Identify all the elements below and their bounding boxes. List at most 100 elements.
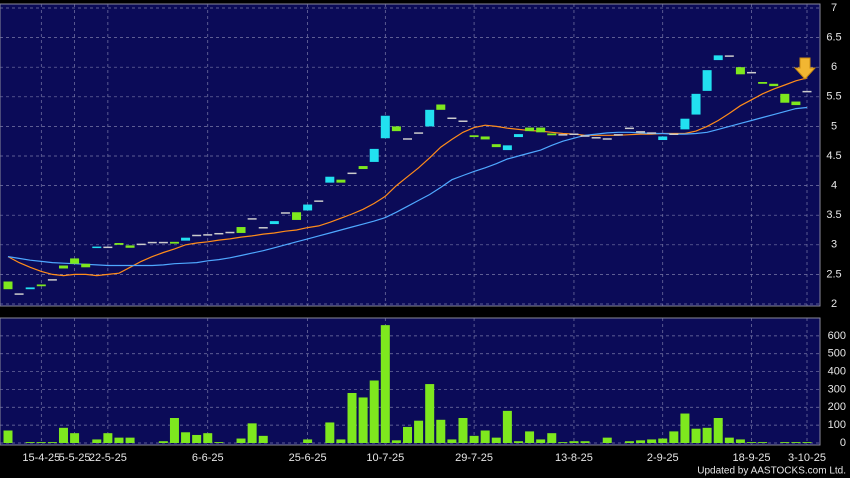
candle-body <box>702 70 712 91</box>
volume-bar <box>125 437 135 443</box>
volume-bar <box>480 430 490 443</box>
candle-body <box>236 227 246 233</box>
volume-bar <box>436 419 446 443</box>
candle-body <box>25 287 35 290</box>
candle-body <box>525 127 535 132</box>
volume-bar <box>491 437 501 443</box>
volume-bar <box>536 439 546 443</box>
volume-bar <box>702 427 712 443</box>
volume-bar <box>602 437 612 443</box>
candle-body <box>414 132 424 134</box>
volume-tick-label: 500 <box>828 348 846 360</box>
volume-bar <box>158 441 168 443</box>
volume-bar <box>758 442 768 443</box>
x-tick-label: 18-9-25 <box>733 452 771 464</box>
volume-bar <box>414 420 424 443</box>
volume-bar <box>36 442 46 443</box>
volume-bar <box>25 442 35 443</box>
x-tick-label: 10-7-25 <box>366 452 404 464</box>
volume-bar <box>569 441 579 443</box>
candle-body <box>391 126 401 132</box>
volume-bar <box>391 440 401 443</box>
candle-body <box>181 237 191 241</box>
arrow-marker <box>793 57 817 80</box>
candle-body <box>214 232 224 235</box>
candle-body <box>791 101 801 106</box>
candle-body <box>14 293 24 295</box>
candle-body <box>169 241 179 244</box>
volume-bar <box>325 422 335 443</box>
candle-body <box>358 166 368 170</box>
candle-body <box>436 104 446 110</box>
y-tick-label: 6.5 <box>826 32 841 44</box>
volume-bar <box>502 410 512 443</box>
candle-body <box>647 132 657 134</box>
candle-body <box>780 93 790 103</box>
candle-body <box>658 136 668 141</box>
volume-bar <box>724 437 734 443</box>
volume-panel <box>0 317 821 446</box>
candle-body <box>713 55 723 61</box>
candle-body <box>591 137 601 139</box>
volume-bar <box>447 439 457 443</box>
y-tick-label: 2.5 <box>826 268 841 280</box>
volume-bar <box>3 430 13 443</box>
volume-bar <box>58 427 68 443</box>
volume-bar <box>636 440 646 443</box>
candle-body <box>480 136 490 140</box>
x-tick-label: 3-10-25 <box>788 452 826 464</box>
volume-bar <box>580 441 590 443</box>
candle-body <box>536 127 546 133</box>
y-tick-label: 3.5 <box>826 209 841 221</box>
candle-body <box>92 246 102 249</box>
volume-bar <box>513 441 523 443</box>
candle-body <box>724 55 734 57</box>
candle-body <box>58 265 68 269</box>
volume-bar <box>247 423 257 443</box>
volume-bar <box>203 433 213 443</box>
volume-tick-label: 100 <box>828 419 846 431</box>
x-tick-label: 15-4-25 <box>22 452 60 464</box>
candle-body <box>158 241 168 244</box>
volume-bar <box>369 380 379 443</box>
volume-bar <box>103 433 113 443</box>
volume-bar <box>780 442 790 443</box>
volume-bar <box>691 428 701 443</box>
volume-bar <box>258 435 268 443</box>
candle-body <box>192 234 202 237</box>
price-panel <box>0 3 821 307</box>
candle-body <box>225 231 235 234</box>
volume-bar <box>70 433 80 443</box>
candle-body <box>624 127 634 130</box>
candle-body <box>70 258 80 264</box>
volume-bar <box>169 418 179 443</box>
candle-body <box>547 133 557 136</box>
candle-body <box>491 144 501 148</box>
volume-bar <box>458 418 468 443</box>
volume-bar <box>624 441 634 443</box>
volume-bar <box>358 397 368 443</box>
candle-body <box>369 148 379 162</box>
candle-body <box>602 138 612 140</box>
volume-bar <box>558 442 568 443</box>
x-tick-label: 5-5-25 <box>59 452 91 464</box>
y-tick-label: 7 <box>831 2 837 14</box>
volume-tick-label: 0 <box>840 437 846 449</box>
x-tick-label: 22-5-25 <box>89 452 127 464</box>
x-tick-label: 2-9-25 <box>647 452 679 464</box>
candle-body <box>691 93 701 115</box>
volume-bar <box>347 393 357 443</box>
volume-bar <box>92 439 102 443</box>
candle-body <box>513 134 523 138</box>
candle-body <box>802 90 812 93</box>
candle-body <box>314 200 324 202</box>
x-tick-label: 13-8-25 <box>555 452 593 464</box>
candle-body <box>458 120 468 122</box>
volume-bar <box>236 438 246 443</box>
y-tick-label: 4.5 <box>826 150 841 162</box>
x-tick-label: 25-6-25 <box>289 452 327 464</box>
y-tick-label: 2 <box>831 298 837 310</box>
volume-bar <box>647 439 657 443</box>
volume-bar <box>547 433 557 443</box>
